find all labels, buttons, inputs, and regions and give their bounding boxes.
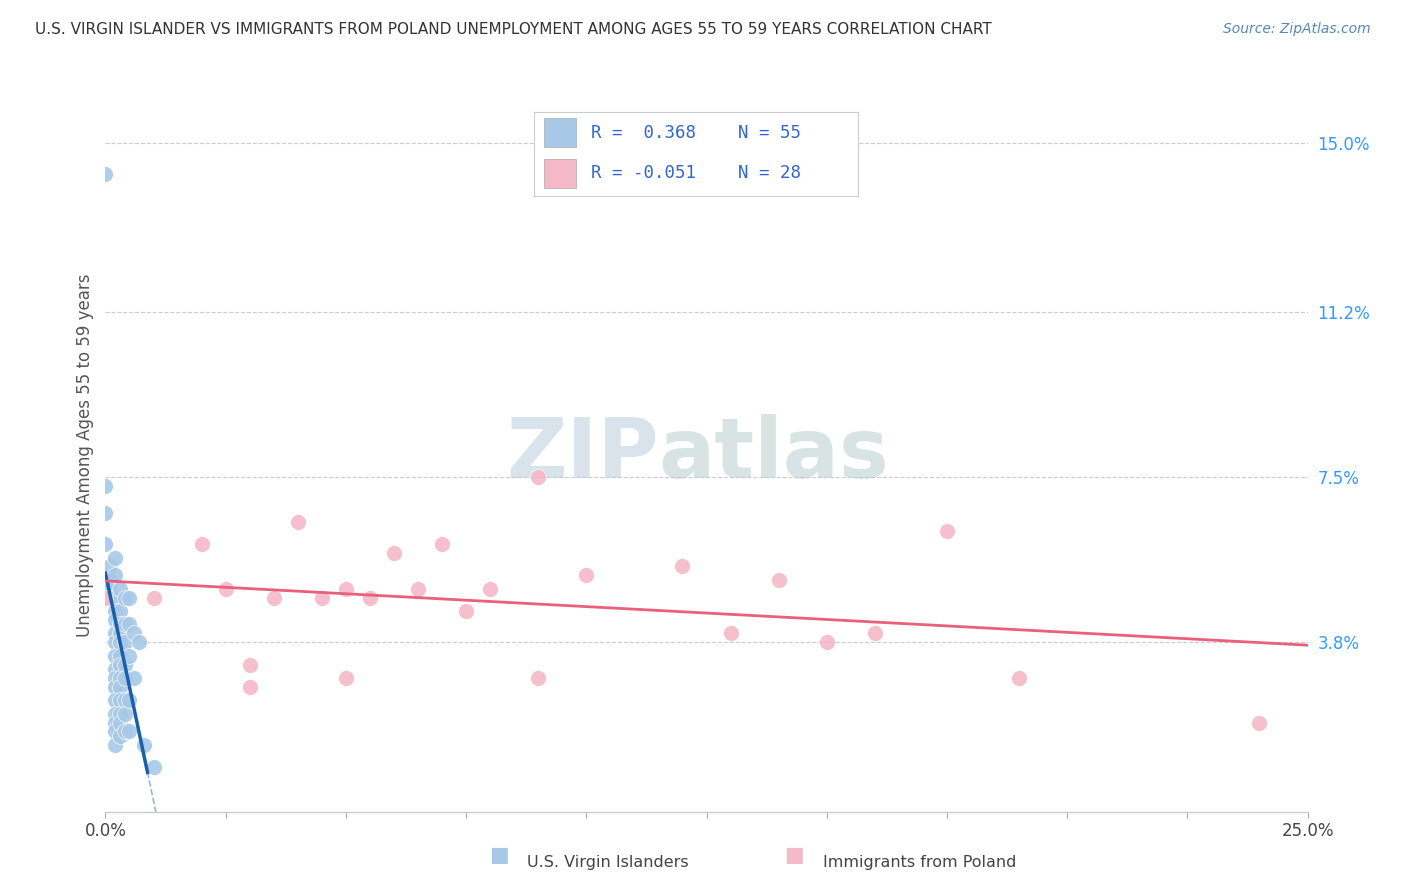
Point bbox=[98, 582, 121, 596]
Point bbox=[104, 671, 127, 685]
Point bbox=[98, 591, 121, 605]
Point bbox=[104, 648, 127, 663]
Point bbox=[114, 706, 136, 721]
Point bbox=[239, 657, 262, 672]
Point bbox=[108, 648, 131, 663]
Point bbox=[124, 671, 146, 685]
Point bbox=[768, 573, 790, 587]
Point bbox=[527, 470, 550, 484]
Point bbox=[863, 626, 886, 640]
Point bbox=[108, 617, 131, 632]
Point bbox=[671, 559, 693, 574]
Point bbox=[575, 568, 598, 582]
Text: R = -0.051    N = 28: R = -0.051 N = 28 bbox=[591, 164, 801, 182]
Text: U.S. VIRGIN ISLANDER VS IMMIGRANTS FROM POLAND UNEMPLOYMENT AMONG AGES 55 TO 59 : U.S. VIRGIN ISLANDER VS IMMIGRANTS FROM … bbox=[35, 22, 991, 37]
Point bbox=[118, 693, 141, 707]
Point bbox=[104, 715, 127, 730]
Point bbox=[114, 617, 136, 632]
Point bbox=[142, 760, 165, 774]
Point bbox=[104, 662, 127, 676]
Point bbox=[936, 524, 959, 538]
Text: R =  0.368    N = 55: R = 0.368 N = 55 bbox=[591, 124, 801, 142]
Text: ■: ■ bbox=[489, 846, 509, 865]
Point bbox=[104, 604, 127, 618]
Point bbox=[214, 582, 236, 596]
Point bbox=[114, 657, 136, 672]
Text: Immigrants from Poland: Immigrants from Poland bbox=[823, 855, 1017, 870]
Text: ■: ■ bbox=[785, 846, 804, 865]
Point bbox=[406, 582, 429, 596]
Point bbox=[335, 671, 357, 685]
Text: ZIP: ZIP bbox=[506, 415, 658, 495]
Point bbox=[118, 648, 141, 663]
Point bbox=[128, 635, 150, 649]
Y-axis label: Unemployment Among Ages 55 to 59 years: Unemployment Among Ages 55 to 59 years bbox=[76, 273, 94, 637]
Point bbox=[108, 657, 131, 672]
Point bbox=[1008, 671, 1031, 685]
Point bbox=[104, 693, 127, 707]
Point bbox=[108, 582, 131, 596]
Point bbox=[108, 680, 131, 694]
Point bbox=[720, 626, 742, 640]
Point bbox=[94, 167, 117, 181]
Point bbox=[1249, 715, 1271, 730]
Point bbox=[94, 591, 117, 605]
Point bbox=[454, 604, 477, 618]
Point bbox=[311, 591, 333, 605]
Point bbox=[94, 506, 117, 520]
Point bbox=[104, 635, 127, 649]
Point bbox=[142, 591, 165, 605]
Point bbox=[114, 591, 136, 605]
Point bbox=[104, 568, 127, 582]
Bar bbox=[544, 119, 576, 147]
Point bbox=[114, 635, 136, 649]
Point bbox=[114, 671, 136, 685]
Point bbox=[118, 591, 141, 605]
Point bbox=[239, 680, 262, 694]
Point bbox=[382, 546, 405, 560]
Point bbox=[108, 626, 131, 640]
Point bbox=[114, 724, 136, 739]
Point bbox=[104, 738, 127, 752]
Point bbox=[108, 706, 131, 721]
Point bbox=[815, 635, 838, 649]
Point bbox=[104, 680, 127, 694]
Point bbox=[479, 582, 502, 596]
Point bbox=[104, 724, 127, 739]
Text: Source: ZipAtlas.com: Source: ZipAtlas.com bbox=[1223, 22, 1371, 37]
Point bbox=[104, 626, 127, 640]
Point bbox=[190, 537, 212, 551]
Point bbox=[108, 671, 131, 685]
Point bbox=[132, 738, 155, 752]
Point bbox=[104, 613, 127, 627]
Point bbox=[335, 582, 357, 596]
Text: atlas: atlas bbox=[658, 415, 889, 495]
Bar bbox=[544, 159, 576, 188]
Point bbox=[124, 626, 146, 640]
Point bbox=[118, 724, 141, 739]
Point bbox=[94, 537, 117, 551]
Point bbox=[287, 515, 309, 529]
Point bbox=[430, 537, 453, 551]
Point bbox=[114, 693, 136, 707]
Point bbox=[527, 671, 550, 685]
Point bbox=[359, 591, 381, 605]
Point bbox=[108, 715, 131, 730]
Point bbox=[108, 635, 131, 649]
Point bbox=[104, 706, 127, 721]
Point bbox=[104, 550, 127, 565]
Point bbox=[98, 573, 121, 587]
Text: U.S. Virgin Islanders: U.S. Virgin Islanders bbox=[527, 855, 689, 870]
Point bbox=[118, 617, 141, 632]
Point bbox=[263, 591, 285, 605]
Point bbox=[108, 604, 131, 618]
Point bbox=[94, 479, 117, 493]
Point bbox=[104, 591, 127, 605]
Point bbox=[108, 729, 131, 743]
Point bbox=[98, 559, 121, 574]
Point bbox=[108, 693, 131, 707]
